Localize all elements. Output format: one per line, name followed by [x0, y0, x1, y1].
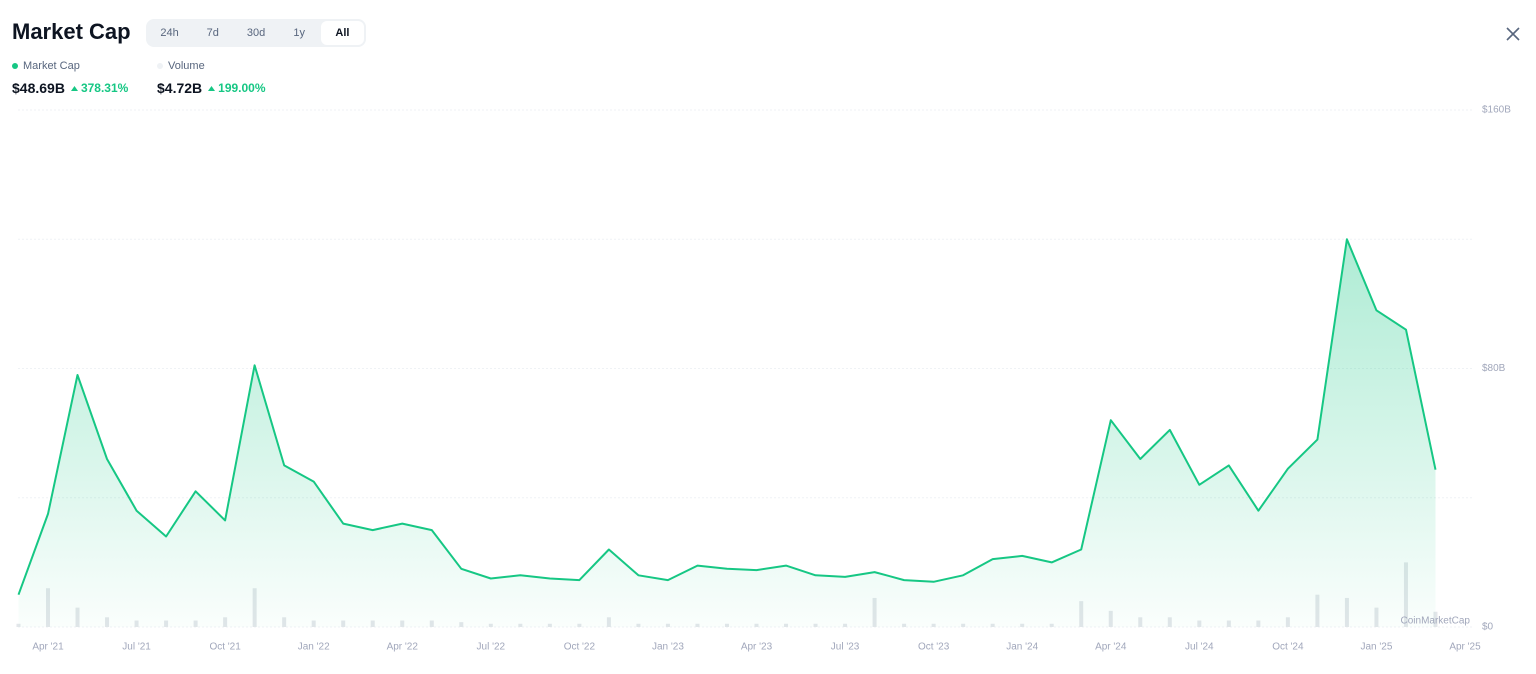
legend-label: Volume	[168, 60, 205, 72]
time-tab[interactable]: 7d	[206, 27, 219, 39]
stat-value: $4.72B	[157, 80, 203, 96]
arrow-shape	[208, 85, 216, 91]
y-tick-label: $160B	[1482, 105, 1511, 116]
stat-change: 199.00%	[208, 81, 266, 95]
x-tick-label: Oct '24	[1272, 642, 1304, 653]
x-tick-label: Jan '22	[298, 642, 330, 653]
stat-change: 378.31%	[70, 81, 129, 95]
x-tick-label: Jul '22	[477, 642, 506, 653]
title: Market Cap	[12, 19, 131, 44]
change-text: 378.31%	[80, 81, 129, 95]
time-tab[interactable]: 30d	[246, 27, 266, 39]
legend-label: Market Cap	[23, 60, 80, 72]
y-tick-label: $0	[1482, 622, 1494, 633]
arrow-shape	[70, 85, 78, 91]
x-tick-label: Jul '24	[1185, 642, 1214, 653]
stat: Market Cap $48.69B 378.31%	[12, 60, 128, 96]
up-arrow	[70, 85, 78, 91]
legend-dot	[12, 63, 18, 69]
x-tick-label: Jan '24	[1006, 642, 1038, 653]
volume-bar	[16, 623, 21, 627]
x-tick-label: Apr '21	[32, 642, 64, 653]
x-tick-label: Oct '22	[564, 642, 596, 653]
legend-entry: Market Cap	[12, 60, 128, 72]
stat: Volume $4.72B 199.00%	[157, 60, 266, 96]
stat-row: $48.69B 378.31%	[12, 80, 128, 96]
y-tick-label: $80B	[1482, 363, 1506, 374]
time-tab[interactable]: 1y	[293, 27, 306, 39]
area	[18, 239, 1436, 628]
legend-dot	[157, 63, 163, 69]
x-tick-label: Jan '25	[1360, 642, 1392, 653]
close-button[interactable]	[1504, 25, 1522, 43]
change-text: 199.00%	[218, 81, 266, 95]
stat-value: $48.69B	[12, 80, 65, 96]
line	[17, 238, 1437, 596]
watermark: CoinMarketCap	[1401, 616, 1471, 627]
legend-entry: Volume	[157, 60, 266, 72]
x-tick-label: Apr '23	[741, 642, 773, 653]
x-tick-label: Oct '23	[918, 642, 950, 653]
x-tick-label: Apr '22	[387, 642, 419, 653]
x-tick-label: Jan '23	[652, 642, 684, 653]
stat-row: $4.72B 199.00%	[157, 80, 266, 96]
tab-bar: 24h 7d 30d 1y All	[146, 19, 366, 47]
x-tick-label: Oct '21	[209, 642, 241, 653]
x-tick-label: Jul '23	[831, 642, 860, 653]
x-tick-label: Apr '25	[1449, 642, 1481, 653]
x-tick-label: Apr '24	[1095, 642, 1127, 653]
time-tab[interactable]: 24h	[160, 27, 179, 39]
time-tab[interactable]: All	[320, 21, 365, 45]
up-arrow	[208, 85, 216, 91]
x-tick-label: Jul '21	[122, 642, 151, 653]
